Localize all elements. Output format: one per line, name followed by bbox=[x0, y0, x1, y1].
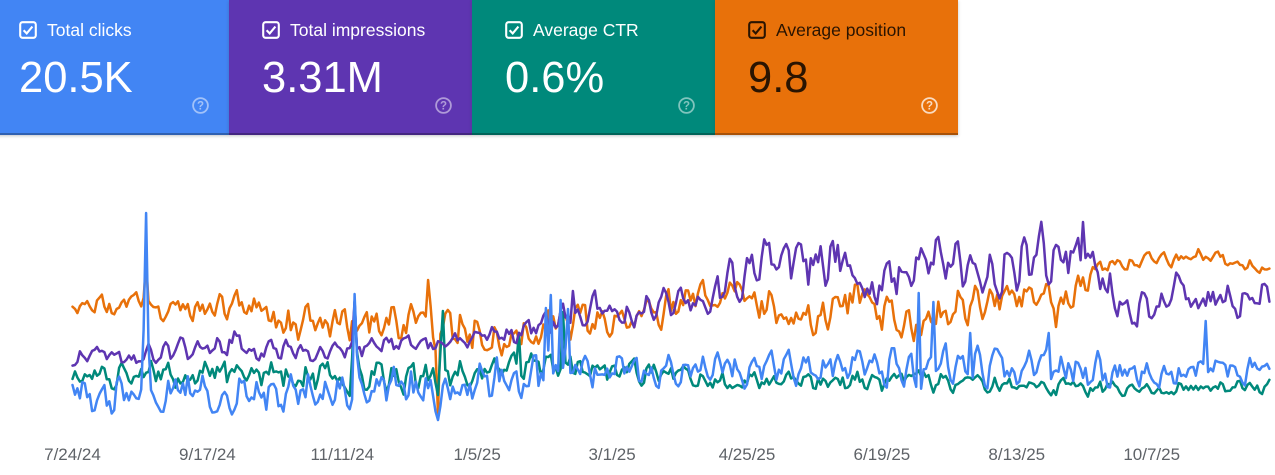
svg-text:?: ? bbox=[683, 101, 690, 113]
svg-text:?: ? bbox=[926, 101, 933, 113]
svg-text:?: ? bbox=[440, 101, 447, 113]
svg-text:?: ? bbox=[197, 101, 204, 113]
